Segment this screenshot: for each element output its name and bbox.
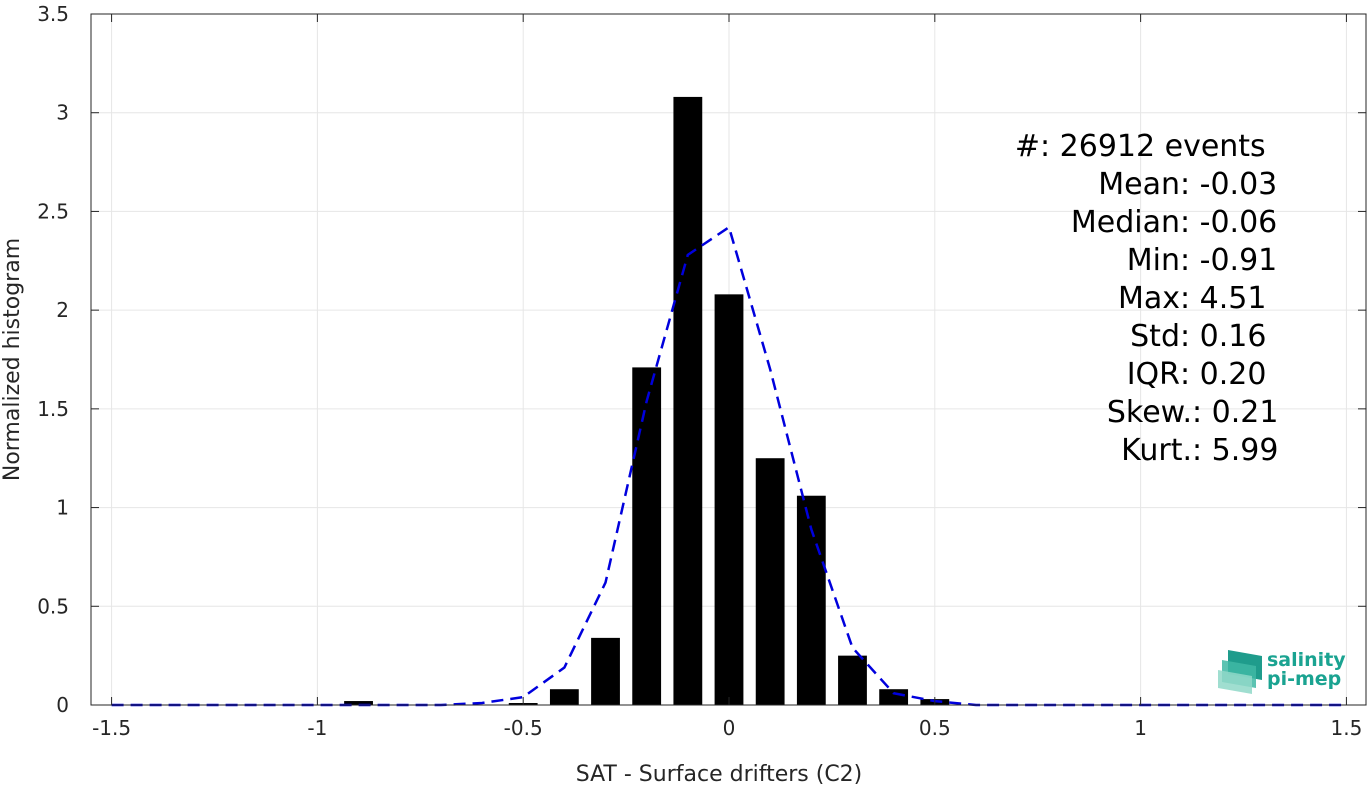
x-tick-label: 1.5	[1331, 716, 1363, 740]
stat-value: : -0.91	[1180, 243, 1277, 278]
histogram-bar	[344, 701, 373, 705]
y-tick-label: 2.5	[37, 199, 69, 223]
stat-label: Min	[1127, 243, 1180, 278]
axis-ticks: -1.5 -1 -0.5 0 0.5 1 1.5 0 0.5 1 1.5 2 2.5 3 3.5	[37, 2, 1366, 740]
stat-label: Std	[1130, 319, 1180, 354]
stat-value: : 26912 events	[1040, 129, 1266, 164]
stat-label: Median	[1071, 205, 1180, 240]
x-tick-label: -0.5	[504, 716, 543, 740]
y-tick-label: 3	[56, 101, 69, 125]
stat-label: Mean	[1098, 167, 1180, 202]
y-tick-label: 2	[56, 298, 69, 322]
histogram-bar	[714, 294, 744, 705]
histogram-bar	[673, 96, 703, 706]
fit-curve	[111, 225, 1347, 707]
x-tick-label: 1	[1134, 716, 1147, 740]
histogram-bar	[838, 655, 867, 705]
stat-value: : 0.21	[1192, 395, 1278, 430]
histogram-bars	[344, 96, 950, 706]
stat-value: : -0.03	[1180, 167, 1277, 202]
x-tick-label: 0	[723, 716, 736, 740]
x-tick-label: -1.5	[92, 716, 131, 740]
y-tick-label: 1	[56, 496, 69, 520]
stat-value: : 4.51	[1180, 281, 1266, 316]
y-tick-label: 0	[56, 693, 69, 717]
x-tick-label: -1	[307, 716, 327, 740]
salinity-pimep-logo: salinity pi-mep	[1218, 649, 1346, 694]
stat-value: : 5.99	[1192, 433, 1278, 468]
y-tick-label: 0.5	[37, 594, 69, 618]
x-tick-label: 0.5	[919, 716, 951, 740]
y-tick-label: 3.5	[37, 2, 69, 26]
logo-line-2: pi-mep	[1267, 668, 1341, 690]
histogram-bar	[879, 689, 909, 705]
histogram-bar	[755, 458, 785, 705]
stat-label: Max	[1118, 281, 1180, 316]
stat-label: #	[1015, 129, 1040, 164]
logo-line-1: salinity	[1267, 649, 1346, 671]
logo-mark-icon	[1218, 650, 1262, 694]
histogram-bar	[632, 367, 662, 705]
x-axis-label: SAT - Surface drifters (C2)	[576, 762, 863, 785]
y-tick-label: 1.5	[37, 397, 69, 421]
stat-value: : 0.20	[1180, 357, 1266, 392]
histogram-bar	[591, 637, 620, 705]
histogram-bar	[549, 689, 579, 705]
grid-lines	[91, 13, 1367, 706]
stat-value: : 0.16	[1180, 319, 1266, 354]
stat-value: : -0.06	[1180, 205, 1277, 240]
stat-label: Skew.	[1107, 395, 1192, 430]
stat-label: Kurt.	[1121, 433, 1192, 468]
stat-label: IQR	[1127, 357, 1180, 392]
y-axis-label: Normalized histogram	[0, 238, 25, 481]
